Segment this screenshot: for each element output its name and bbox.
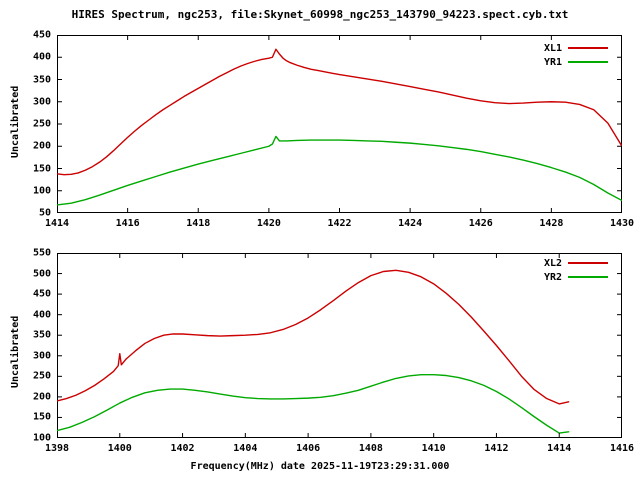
y-tick-label: 150 xyxy=(32,411,51,423)
x-tick-label: 1400 xyxy=(107,443,132,454)
series-line-xl2 xyxy=(57,269,570,405)
x-tick-label: 1424 xyxy=(398,218,423,229)
y-tick-label: 500 xyxy=(32,268,51,280)
series-line-xl1 xyxy=(57,48,622,176)
top-legend: XL1 YR1 xyxy=(528,41,608,69)
legend-label: YR2 xyxy=(543,271,562,283)
bottom-legend: XL2 YR2 xyxy=(528,256,608,284)
legend-item: XL2 xyxy=(528,256,608,270)
y-tick-label: 400 xyxy=(32,51,51,63)
legend-label: XL1 xyxy=(543,42,562,54)
legend-line-swatch xyxy=(568,276,608,278)
x-tick-label: 1402 xyxy=(170,443,195,454)
y-tick-label: 300 xyxy=(32,350,51,362)
y-tick-label: 450 xyxy=(32,29,51,41)
x-tick-label: 1428 xyxy=(539,218,564,229)
top-plot-canvas xyxy=(57,35,622,213)
x-tick-label: 1430 xyxy=(609,218,635,229)
x-tick-label: 1410 xyxy=(421,443,446,454)
y-tick-label: 150 xyxy=(32,163,51,174)
y-tick-label: 200 xyxy=(32,140,51,152)
x-axis-title: Frequency(MHz) date 2025-11-19T23:29:31.… xyxy=(190,461,450,472)
x-tick-label: 1398 xyxy=(44,443,70,454)
legend-item: YR1 xyxy=(528,55,608,69)
x-tick-label: 1414 xyxy=(44,218,70,229)
y-tick-label: 400 xyxy=(32,309,51,321)
y-tick-label: 350 xyxy=(32,329,51,341)
series-line-yr1 xyxy=(57,135,622,206)
series-line-yr2 xyxy=(57,373,570,434)
y-tick-label: 450 xyxy=(32,288,51,300)
legend-label: XL2 xyxy=(543,257,562,269)
y-tick-label: 550 xyxy=(32,247,51,259)
bottom-plot-canvas xyxy=(57,253,622,438)
x-tick-label: 1414 xyxy=(547,443,572,454)
x-tick-label: 1426 xyxy=(468,218,493,229)
y-tick-label: 200 xyxy=(32,391,51,403)
y-tick-label: 300 xyxy=(32,96,51,108)
legend-line-swatch xyxy=(568,262,608,264)
bottom-plot-frame xyxy=(57,253,622,438)
x-tick-label: 1408 xyxy=(358,443,383,454)
y-tick-label: 50 xyxy=(38,207,51,219)
y-tick-label: 100 xyxy=(32,185,51,197)
legend-line-swatch xyxy=(568,47,608,49)
x-tick-label: 1422 xyxy=(327,218,352,229)
legend-line-swatch xyxy=(568,61,608,63)
y-tick-label: 350 xyxy=(32,74,51,85)
x-tick-label: 1404 xyxy=(233,443,258,454)
y-tick-label: 100 xyxy=(32,432,51,444)
y-tick-label: 250 xyxy=(32,370,51,382)
page-title: HIRES Spectrum, ngc253, file:Skynet_6099… xyxy=(71,8,569,21)
x-tick-label: 1416 xyxy=(609,443,635,454)
x-tick-label: 1406 xyxy=(296,443,321,454)
x-tick-label: 1416 xyxy=(115,218,140,229)
legend-item: YR2 xyxy=(528,270,608,284)
legend-label: YR1 xyxy=(543,56,562,68)
x-tick-label: 1412 xyxy=(484,443,509,454)
x-tick-label: 1420 xyxy=(256,218,281,229)
top-panel: Uncalibrated 50 100 150 200 250 300 350 400 450 1… xyxy=(0,0,640,235)
x-tick-label: 1418 xyxy=(186,218,211,229)
y-tick-label: 250 xyxy=(32,118,51,130)
legend-item: XL1 xyxy=(528,41,608,55)
